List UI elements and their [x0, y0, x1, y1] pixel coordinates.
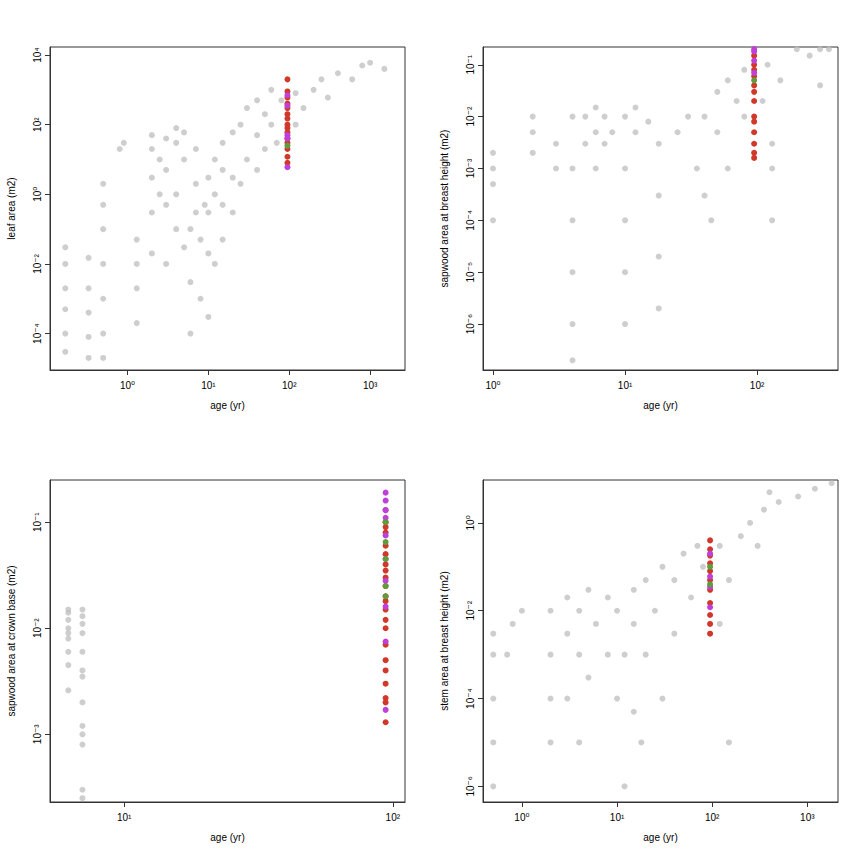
- svg-text:10²: 10²: [705, 812, 720, 823]
- svg-text:10⁻³: 10⁻³: [32, 724, 43, 744]
- svg-text:10⁰: 10⁰: [465, 515, 476, 530]
- svg-text:10²: 10²: [386, 812, 401, 823]
- svg-text:10¹: 10¹: [201, 380, 216, 391]
- svg-text:10⁰: 10⁰: [32, 187, 43, 202]
- svg-text:age (yr): age (yr): [643, 832, 677, 843]
- svg-text:sapwood area at crown base (m2: sapwood area at crown base (m2): [6, 565, 17, 716]
- svg-text:10²: 10²: [282, 380, 297, 391]
- svg-text:leaf area (m2): leaf area (m2): [6, 177, 17, 239]
- svg-text:age (yr): age (yr): [643, 400, 677, 411]
- svg-text:sapwood area at breast height: sapwood area at breast height (m2): [439, 130, 450, 288]
- svg-text:10⁻²: 10⁻²: [465, 106, 476, 126]
- svg-text:10¹: 10¹: [610, 812, 625, 823]
- svg-text:10⁰: 10⁰: [120, 380, 135, 391]
- svg-text:10⁻¹: 10⁻¹: [32, 512, 43, 532]
- svg-text:10⁻⁵: 10⁻⁵: [465, 262, 476, 283]
- svg-text:10⁴: 10⁴: [32, 47, 43, 62]
- svg-text:10²: 10²: [750, 380, 765, 391]
- svg-text:age (yr): age (yr): [210, 400, 244, 411]
- svg-text:10¹: 10¹: [618, 380, 633, 391]
- svg-text:10⁻⁶: 10⁻⁶: [465, 314, 476, 335]
- svg-text:10⁻¹: 10⁻¹: [465, 54, 476, 74]
- svg-text:10⁻⁴: 10⁻⁴: [465, 688, 476, 709]
- svg-text:10⁻²: 10⁻²: [32, 618, 43, 638]
- svg-text:10³: 10³: [800, 812, 815, 823]
- svg-text:10³: 10³: [363, 380, 378, 391]
- svg-text:10¹: 10¹: [117, 812, 132, 823]
- svg-text:10⁻⁶: 10⁻⁶: [465, 776, 476, 797]
- svg-text:10⁻⁴: 10⁻⁴: [32, 323, 43, 344]
- svg-text:stem area at breast height (m2: stem area at breast height (m2): [439, 571, 450, 711]
- svg-text:10²: 10²: [32, 117, 43, 132]
- svg-text:10⁻²: 10⁻²: [465, 600, 476, 620]
- svg-text:10⁻³: 10⁻³: [465, 158, 476, 178]
- svg-text:10⁰: 10⁰: [514, 812, 529, 823]
- svg-text:age (yr): age (yr): [210, 832, 244, 843]
- svg-text:10⁰: 10⁰: [485, 380, 500, 391]
- svg-text:10⁻⁴: 10⁻⁴: [465, 210, 476, 231]
- svg-text:10⁻²: 10⁻²: [32, 253, 43, 273]
